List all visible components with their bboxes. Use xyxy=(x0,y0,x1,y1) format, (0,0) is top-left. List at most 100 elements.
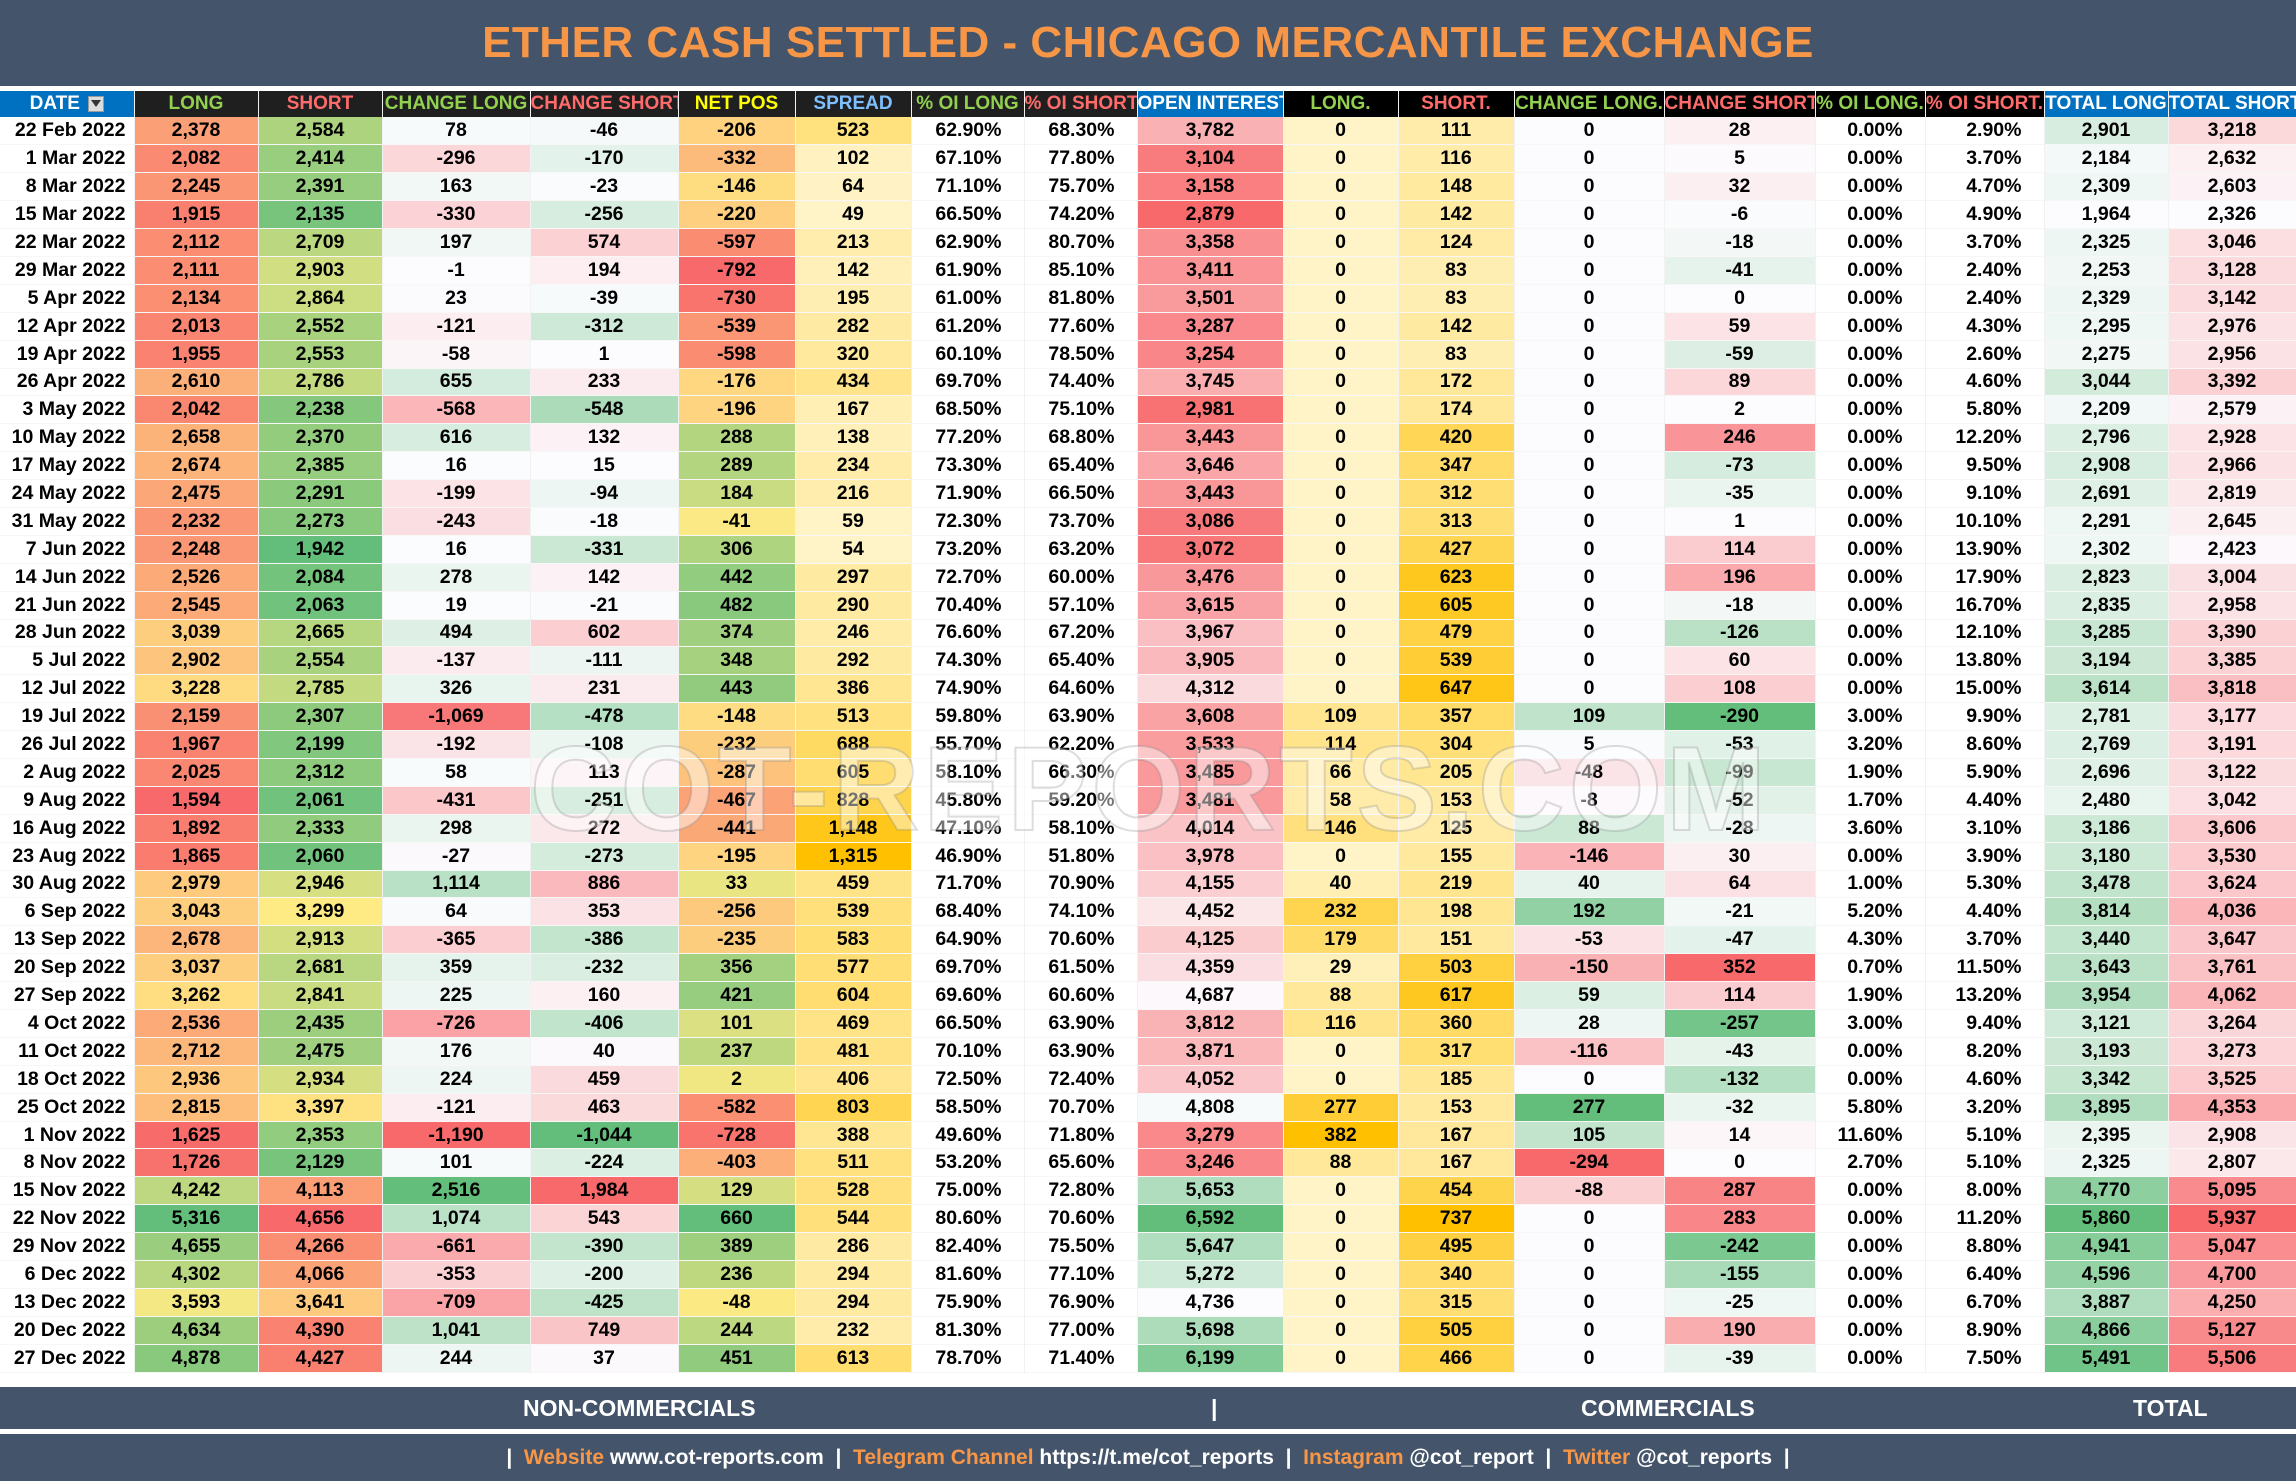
cell-pct-oi-long: 45.80% xyxy=(911,786,1025,815)
cell-long: 5,316 xyxy=(134,1204,259,1233)
cell-comm-long: 0 xyxy=(1283,535,1399,564)
cell-spread: 297 xyxy=(795,563,912,592)
table-row: 2 Aug 2022 2,025 2,312 58 113 -287 605 58.10% 66… xyxy=(0,758,2296,787)
cell-pct-oi-long: 59.80% xyxy=(911,702,1025,731)
cell-total-short: 3,191 xyxy=(2168,730,2296,759)
cell-date: 29 Mar 2022 xyxy=(0,256,135,285)
cell-open-interest: 5,698 xyxy=(1137,1316,1284,1345)
cell-net-pos: -220 xyxy=(678,200,796,229)
cell-total-long: 3,285 xyxy=(2044,619,2169,647)
cell-comm-change-short: -126 xyxy=(1664,619,1816,647)
cell-comm-change-long: 0 xyxy=(1514,479,1665,508)
telegram-link[interactable]: https://t.me/cot_reports xyxy=(1039,1446,1274,1469)
cell-date: 28 Jun 2022 xyxy=(0,619,135,647)
cell-date: 15 Mar 2022 xyxy=(0,200,135,229)
cell-comm-change-short: -290 xyxy=(1664,702,1816,731)
header-comm-pct-oi-long: % OI LONG. xyxy=(1815,91,1926,117)
cell-comm-short: 142 xyxy=(1398,312,1515,341)
cell-open-interest: 3,246 xyxy=(1137,1148,1284,1177)
cell-date: 27 Sep 2022 xyxy=(0,981,135,1010)
cell-change-short: 886 xyxy=(530,870,679,898)
cell-spread: 513 xyxy=(795,702,912,731)
cell-comm-short: 479 xyxy=(1398,619,1515,647)
instagram-link[interactable]: @cot_report xyxy=(1409,1446,1534,1469)
cell-date: 10 May 2022 xyxy=(0,423,135,452)
cell-comm-change-long: 0 xyxy=(1514,591,1665,620)
cell-comm-change-short: 28 xyxy=(1664,117,1816,145)
cell-comm-long: 0 xyxy=(1283,395,1399,424)
cell-total-short: 2,807 xyxy=(2168,1148,2296,1177)
cell-short: 2,552 xyxy=(258,312,383,341)
cell-comm-short: 315 xyxy=(1398,1288,1515,1317)
cell-comm-change-short: 283 xyxy=(1664,1204,1816,1233)
cell-comm-change-short: -59 xyxy=(1664,340,1816,369)
cell-pct-oi-long: 47.10% xyxy=(911,814,1025,843)
twitter-link[interactable]: @cot_reports xyxy=(1636,1446,1773,1469)
cell-pct-oi-long: 75.00% xyxy=(911,1176,1025,1205)
cell-comm-change-short: -155 xyxy=(1664,1260,1816,1289)
table-row: 13 Dec 2022 3,593 3,641 -709 -425 -48 294 75.90… xyxy=(0,1288,2296,1317)
cell-comm-pct-oi-short: 12.20% xyxy=(1925,423,2045,452)
cell-total-long: 4,866 xyxy=(2044,1316,2169,1345)
cell-comm-pct-oi-short: 9.50% xyxy=(1925,451,2045,480)
cell-change-long: -330 xyxy=(382,200,531,229)
cell-net-pos: 443 xyxy=(678,674,796,703)
cell-spread: 828 xyxy=(795,786,912,815)
cell-net-pos: 129 xyxy=(678,1176,796,1205)
cell-comm-short: 198 xyxy=(1398,897,1515,926)
cell-comm-pct-oi-long: 3.00% xyxy=(1815,702,1926,731)
cell-short: 4,266 xyxy=(258,1232,383,1261)
filter-icon[interactable] xyxy=(87,95,104,112)
cell-comm-pct-oi-long: 0.00% xyxy=(1815,842,1926,871)
cell-date: 12 Apr 2022 xyxy=(0,312,135,341)
cell-change-long: -726 xyxy=(382,1009,531,1038)
cell-short: 2,129 xyxy=(258,1148,383,1177)
cell-change-long: 64 xyxy=(382,897,531,926)
cell-change-long: 176 xyxy=(382,1037,531,1066)
cell-date: 18 Oct 2022 xyxy=(0,1065,135,1094)
cell-comm-change-long: -53 xyxy=(1514,925,1665,954)
cell-comm-long: 0 xyxy=(1283,1037,1399,1066)
pipe-separator: | xyxy=(1545,1446,1552,1469)
cell-comm-long: 0 xyxy=(1283,117,1399,145)
cell-spread: 167 xyxy=(795,395,912,424)
cell-pct-oi-short: 75.70% xyxy=(1024,172,1138,201)
header-long: LONG xyxy=(134,91,259,117)
cell-comm-change-long: -48 xyxy=(1514,758,1665,787)
cell-total-long: 2,309 xyxy=(2044,172,2169,201)
header-spread: SPREAD xyxy=(795,91,912,117)
cell-comm-long: 0 xyxy=(1283,1232,1399,1261)
cell-long: 3,228 xyxy=(134,674,259,703)
cell-open-interest: 3,745 xyxy=(1137,368,1284,396)
cell-change-long: 197 xyxy=(382,228,531,257)
cell-pct-oi-long: 67.10% xyxy=(911,144,1025,173)
cell-open-interest: 3,443 xyxy=(1137,423,1284,452)
cell-comm-long: 88 xyxy=(1283,1148,1399,1177)
cell-open-interest: 6,592 xyxy=(1137,1204,1284,1233)
cell-comm-pct-oi-long: 1.90% xyxy=(1815,758,1926,787)
cell-change-long: 2,516 xyxy=(382,1176,531,1205)
cell-short: 4,427 xyxy=(258,1344,383,1373)
cell-long: 2,902 xyxy=(134,646,259,675)
table-row: 30 Aug 2022 2,979 2,946 1,114 886 33 459 71.70%… xyxy=(0,870,2296,898)
cell-net-pos: 389 xyxy=(678,1232,796,1261)
cell-net-pos: 101 xyxy=(678,1009,796,1038)
cell-change-long: -431 xyxy=(382,786,531,815)
cell-spread: 803 xyxy=(795,1093,912,1122)
cell-total-short: 3,122 xyxy=(2168,758,2296,787)
cell-total-short: 3,142 xyxy=(2168,284,2296,313)
cell-comm-change-long: 0 xyxy=(1514,563,1665,592)
cell-change-short: -39 xyxy=(530,284,679,313)
cell-long: 3,039 xyxy=(134,619,259,647)
website-link[interactable]: www.cot-reports.com xyxy=(609,1446,824,1469)
cell-change-long: 78 xyxy=(382,117,531,145)
cell-short: 3,299 xyxy=(258,897,383,926)
cell-comm-pct-oi-short: 2.40% xyxy=(1925,256,2045,285)
cell-total-long: 3,194 xyxy=(2044,646,2169,675)
cell-change-short: -425 xyxy=(530,1288,679,1317)
header-date[interactable]: DATE xyxy=(0,91,135,117)
cell-change-short: -478 xyxy=(530,702,679,731)
cell-short: 2,199 xyxy=(258,730,383,759)
cell-total-long: 2,835 xyxy=(2044,591,2169,620)
cell-long: 4,655 xyxy=(134,1232,259,1261)
